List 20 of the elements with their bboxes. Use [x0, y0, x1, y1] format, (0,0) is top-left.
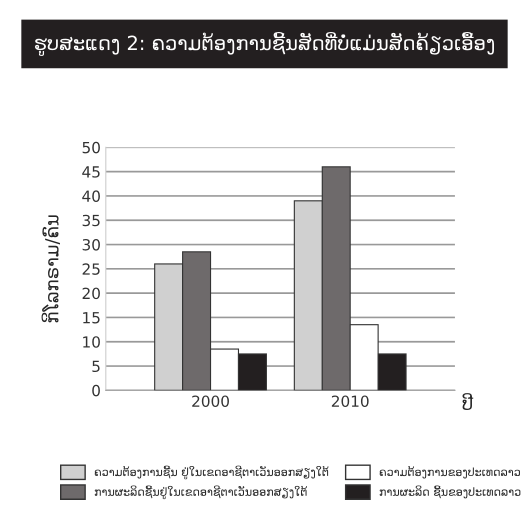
chart-title: ຮູບສະແດງ 2: ຄວາມຕ້ອງການຊີ້ນສັດທີ່ບໍ່ແມ່ນສັດຄ້ຽວເອື້ອງ — [35, 32, 494, 56]
y-tick-label: 0 — [92, 384, 100, 396]
legend-label: ຄວາມຕ້ອງການຊີ້ນ ຢູ່ໃນເຂດອາຊີຕາເວັນອອກສຽງໃຕ້ — [94, 466, 328, 480]
y-tick-label: 20 — [82, 288, 100, 300]
y-tick-label: 25 — [82, 263, 100, 275]
y-tick-label: 15 — [83, 312, 100, 324]
y-tick-label: 30 — [82, 239, 100, 251]
y-tick-label: 40 — [82, 190, 100, 202]
x-tick-label: 2010 — [332, 395, 369, 408]
legend-label: ການຜະລິດຊີ້ນຢູ່ໃນເຂດອາຊີຕາເວັນອອກສຽງໃຕ້ — [94, 485, 307, 500]
y-tick-label: 45 — [82, 166, 100, 178]
y-tick-label: 10 — [83, 336, 100, 348]
y-tick-label: 50 — [82, 142, 100, 154]
x-axis-title: ປີ — [462, 393, 474, 410]
legend-label: ການຜະລິດ ຊີ້ນຂອງປະເທດລາວ — [380, 485, 520, 498]
y-tick-label: 5 — [92, 360, 100, 372]
y-axis-title: ກິໂລກຣາມ/ຄົນ — [42, 215, 60, 322]
y-tick-label: 35 — [82, 214, 100, 226]
x-tick-label: 2000 — [192, 395, 229, 408]
legend-label: ຄວາມຕ້ອງການຂອງປະເທດລາວ — [380, 466, 520, 479]
